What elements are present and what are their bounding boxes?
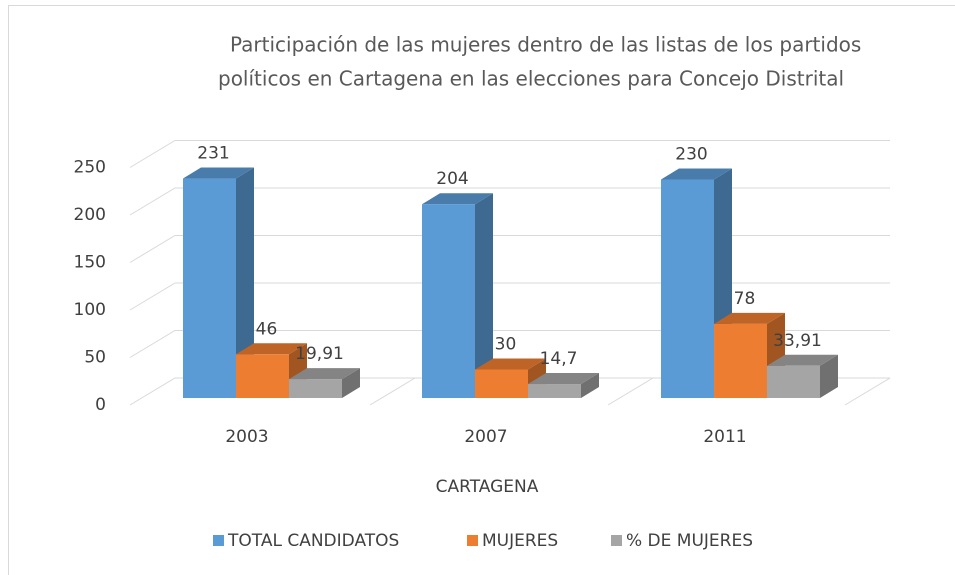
- x-tick-label: 2003: [225, 427, 268, 447]
- legend-swatch: [611, 535, 622, 546]
- y-tick-label: 50: [84, 348, 106, 368]
- bar-top: [528, 373, 599, 385]
- bar-side: [236, 167, 254, 398]
- bar-side: [581, 373, 599, 398]
- bar-top: [422, 193, 493, 205]
- data-label: 14,7: [540, 349, 578, 369]
- bar-top: [289, 368, 360, 380]
- bar: [236, 354, 289, 398]
- chart-title: Participación de las mujeres dentro de l…: [230, 33, 861, 57]
- bar-top: [236, 343, 307, 355]
- data-label: 204: [436, 169, 468, 189]
- legend-label: % DE MUJERES: [626, 531, 753, 551]
- bar-top: [767, 354, 838, 366]
- data-label: 19,91: [295, 344, 344, 364]
- data-label: 78: [734, 289, 756, 309]
- bar-top: [661, 168, 732, 180]
- bar: [767, 365, 820, 398]
- floor-divider: [844, 377, 891, 406]
- grid-line: [129, 282, 890, 311]
- bar-side: [342, 368, 360, 398]
- grid-line: [129, 187, 890, 216]
- legend-swatch: [213, 535, 224, 546]
- y-tick-label: 0: [95, 395, 106, 415]
- y-tick-label: 250: [74, 158, 106, 178]
- data-label: 230: [675, 145, 707, 165]
- bar: [289, 379, 342, 398]
- data-label: 231: [197, 144, 229, 164]
- y-tick-label: 100: [74, 300, 106, 320]
- bar: [422, 204, 475, 398]
- x-axis-title: CARTAGENA: [436, 477, 539, 497]
- data-label: 30: [495, 335, 517, 355]
- bar-top: [714, 312, 785, 324]
- bar-top: [183, 167, 254, 179]
- bar-top: [475, 358, 546, 370]
- bar: [528, 384, 581, 398]
- grid-line: [129, 140, 890, 168]
- x-tick-label: 2011: [703, 427, 746, 447]
- bar: [661, 179, 714, 398]
- bar: [183, 178, 236, 398]
- y-tick-label: 200: [74, 205, 106, 225]
- legend-label: MUJERES: [482, 531, 558, 551]
- data-label: 46: [256, 319, 278, 339]
- legend-swatch: [467, 535, 478, 546]
- y-tick-label: 150: [74, 253, 106, 273]
- floor-divider: [369, 377, 416, 406]
- chart-title: políticos en Cartagena en las elecciones…: [218, 67, 844, 91]
- floor-divider: [607, 377, 654, 406]
- grid-line: [129, 235, 890, 263]
- grid-line: [129, 377, 890, 406]
- data-label: 33,91: [773, 331, 822, 351]
- x-tick-label: 2007: [464, 427, 507, 447]
- legend-label: TOTAL CANDIDATOS: [227, 531, 399, 551]
- bar-side: [820, 354, 838, 398]
- bar: [475, 369, 528, 398]
- bar: [714, 323, 767, 398]
- grid-line: [129, 330, 890, 358]
- bar-side: [475, 193, 493, 398]
